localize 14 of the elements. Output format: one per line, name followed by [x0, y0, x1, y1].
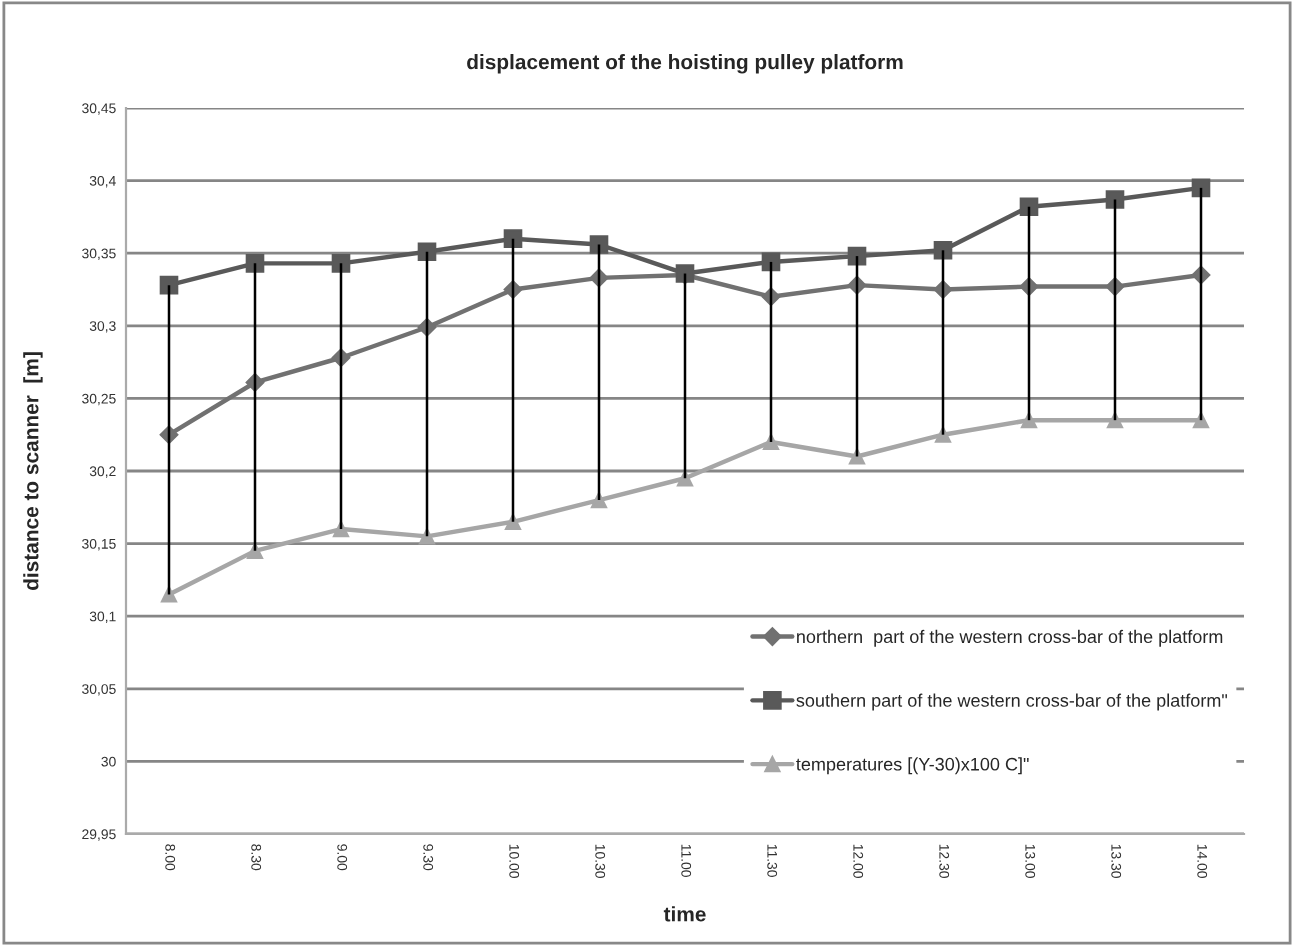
point — [331, 254, 351, 273]
point — [417, 242, 437, 262]
point — [589, 235, 609, 254]
point — [1019, 197, 1039, 217]
point — [503, 229, 523, 248]
point — [933, 240, 953, 260]
legend-label: temperatures [(Y-30)x100 C]" — [796, 757, 1029, 775]
x-axis-title: time — [663, 906, 706, 922]
point — [245, 254, 265, 273]
legend-label: southern part of the western cross-bar of the platform" — [796, 693, 1228, 711]
legend-label: northern part of the western cross-bar of the platform — [797, 629, 1223, 647]
y-axis-title: distance to scanner [m] — [23, 352, 43, 590]
chart-title: displacement of the hoisting pulley platform — [467, 54, 903, 74]
point — [1105, 190, 1125, 209]
